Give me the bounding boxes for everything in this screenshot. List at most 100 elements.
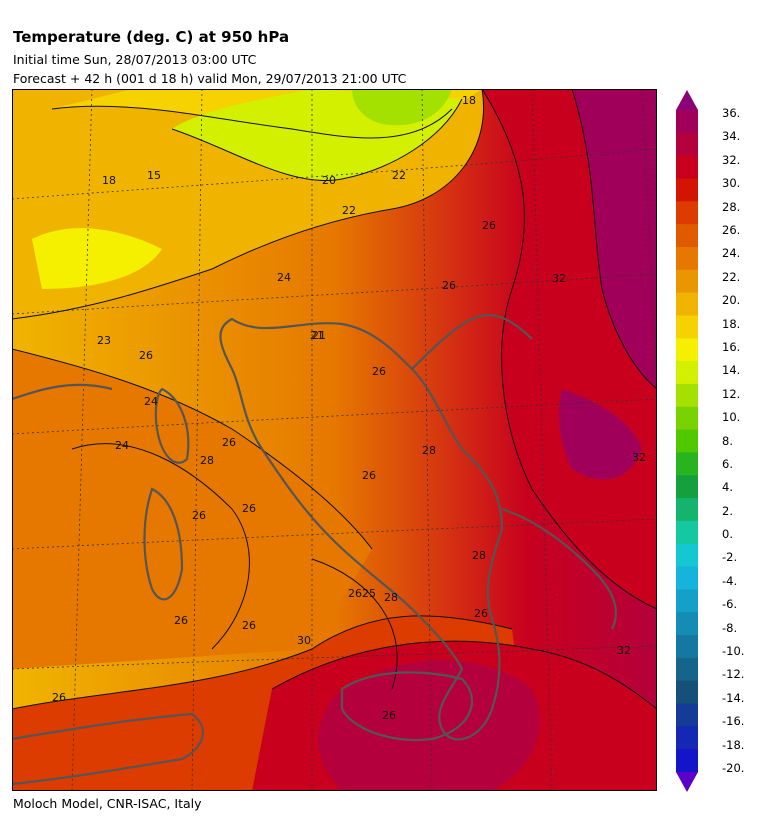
- colorbar-cell: [676, 589, 698, 613]
- colorbar-label: -14.: [722, 690, 745, 705]
- map-frame: [12, 89, 657, 791]
- colorbar-label: -12.: [722, 667, 745, 682]
- colorbar-cell: [676, 680, 698, 705]
- colorbar-cell: [676, 498, 698, 522]
- colorbar-cell: [676, 292, 698, 316]
- coastlines: [12, 314, 617, 786]
- colorbar: [676, 90, 698, 792]
- colorbar-label: 36.: [722, 106, 741, 120]
- colorbar-cell: [676, 224, 698, 248]
- colorbar-cell: [676, 315, 698, 339]
- temperature-map: 15 18 18 20 22 21 22 24 26 26 21 26 23 2…: [12, 89, 657, 791]
- contour-label: 20: [322, 174, 336, 187]
- contour-label: 26: [139, 349, 153, 362]
- contour-label: 26: [474, 607, 488, 620]
- contour-label: 28: [384, 591, 398, 604]
- colorbar-bottom-arrow: [676, 772, 698, 792]
- colorbar-cell: [676, 383, 698, 408]
- contour-label: 26: [242, 502, 256, 515]
- contour-label: 26: [482, 219, 496, 232]
- colorbar-cell: [676, 452, 698, 476]
- model-credit: Moloch Model, CNR-ISAC, Italy: [13, 796, 202, 811]
- colorbar-label: -16.: [722, 714, 745, 729]
- contour-label: 18: [102, 174, 116, 187]
- region-34-adriatic: [559, 389, 642, 480]
- contour-label: 32: [632, 451, 646, 464]
- colorbar-label: 12.: [722, 386, 741, 401]
- region-18-west: [32, 228, 162, 289]
- colorbar-label: -4.: [722, 573, 738, 588]
- colorbar-label: 8.: [722, 433, 733, 448]
- contour-label: 22: [392, 169, 406, 182]
- region-14-alps: [352, 89, 452, 126]
- contour-label: 15: [147, 169, 161, 182]
- contour-label: 30: [297, 634, 311, 647]
- contour-label: 21: [310, 329, 324, 342]
- initial-time: Initial time Sun, 28/07/2013 03:00 UTC: [13, 52, 257, 67]
- contour-labels: 15 18 18 20 22 21 22 24 26 26 21 26 23 2…: [52, 94, 646, 722]
- colorbar-label: -6.: [722, 597, 738, 612]
- colorbar-cell: [676, 178, 698, 202]
- colorbar-cell: [676, 406, 698, 431]
- colorbar-label: 2.: [722, 503, 733, 518]
- colorbar-top-arrow: [676, 90, 698, 110]
- colorbar-cell: [676, 566, 698, 590]
- colorbar-cell: [676, 155, 698, 179]
- colorbar-label: 24.: [722, 246, 741, 261]
- contour-label: 24: [115, 439, 129, 452]
- forecast-validity: Forecast + 42 h (001 d 18 h) valid Mon, …: [13, 71, 407, 86]
- region-32-south: [318, 660, 540, 791]
- contour-label: 32: [617, 644, 631, 657]
- colorbar-label: 14.: [722, 363, 741, 378]
- contour-label: 26: [382, 709, 396, 722]
- colorbar-cell: [676, 110, 698, 134]
- contour-label: 26: [222, 436, 236, 449]
- colorbar-label: -20.: [722, 761, 745, 775]
- contour-label: 22: [342, 204, 356, 217]
- colorbar-label: -10.: [722, 644, 745, 659]
- colorbar-cell: [676, 703, 698, 727]
- colorbar-cell: [676, 246, 698, 271]
- contour-label: 26: [362, 469, 376, 482]
- contour-label: 28: [422, 444, 436, 457]
- colorbar-label: 0.: [722, 527, 733, 542]
- contour-label: 21: [312, 329, 326, 342]
- contour-label: 28: [472, 549, 486, 562]
- contour-label: 24: [144, 395, 158, 408]
- contour-label: 26: [174, 614, 188, 627]
- colorbar-cell: [676, 269, 698, 294]
- contour-label: 26: [192, 509, 206, 522]
- colorbar-label: 32.: [722, 152, 741, 167]
- colorbar-cell: [676, 543, 698, 568]
- colorbar-cell: [676, 132, 698, 157]
- colorbar-label: -2.: [722, 550, 738, 565]
- contour-lines: [12, 89, 657, 710]
- contour-label: 26: [372, 365, 386, 378]
- colorbar-cell: [676, 635, 698, 659]
- colorbar-cell: [676, 749, 698, 773]
- contour-label: 24: [277, 271, 291, 284]
- colorbar-cell: [676, 338, 698, 362]
- colorbar-label: 22.: [722, 269, 741, 284]
- colorbar-label: 20.: [722, 293, 741, 308]
- contour-label: 18: [462, 94, 476, 107]
- colorbar-label: 28.: [722, 199, 741, 214]
- colorbar-label: 34.: [722, 129, 741, 144]
- colorbar-label: -18.: [722, 737, 745, 752]
- colorbar-cell: [676, 520, 698, 545]
- colorbar-label: 10.: [722, 410, 741, 425]
- contour-label: 28: [200, 454, 214, 467]
- chart-title: Temperature (deg. C) at 950 hPa: [13, 28, 290, 46]
- colorbar-label: 4.: [722, 480, 733, 495]
- contour-label: 23: [97, 334, 111, 347]
- colorbar-cell: [676, 475, 698, 499]
- colorbar-cell: [676, 726, 698, 750]
- contour-label: 32: [552, 272, 566, 285]
- colorbar-cell: [676, 657, 698, 682]
- contour-label: 26: [242, 619, 256, 632]
- colorbar-label: 18.: [722, 316, 741, 331]
- colorbar-label: 26.: [722, 222, 741, 237]
- colorbar-cell: [676, 612, 698, 636]
- contour-label: 26: [442, 279, 456, 292]
- region-34-east: [572, 89, 657, 389]
